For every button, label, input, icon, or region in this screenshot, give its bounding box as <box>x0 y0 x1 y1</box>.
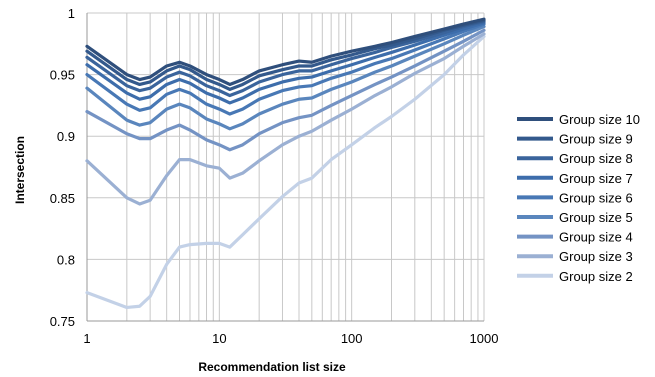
x-tick-label: 1000 <box>470 331 499 346</box>
legend-label: Group size 7 <box>559 171 633 186</box>
x-tick-label: 10 <box>212 331 226 346</box>
x-tick-labels: 1 10 100 1000 <box>83 331 498 346</box>
y-axis-title: Intersection <box>13 136 27 204</box>
series-line <box>85 32 486 206</box>
y-tick-label: 0.8 <box>57 252 75 267</box>
series-line <box>85 18 486 91</box>
series-line <box>85 24 486 131</box>
series-group <box>85 17 486 310</box>
y-tick-labels: 0.75 0.8 0.85 0.9 0.95 1 <box>50 6 75 329</box>
series-line <box>85 17 486 87</box>
legend-label: Group size 8 <box>559 151 633 166</box>
series-line <box>85 28 486 152</box>
legend: Group size 10 Group size 9 Group size 8 Gro… <box>517 112 640 284</box>
legend-label: Group size 4 <box>559 230 633 245</box>
grid <box>86 12 485 322</box>
legend-label: Group size 10 <box>559 112 640 127</box>
y-tick-label: 0.75 <box>50 314 75 329</box>
legend-label: Group size 3 <box>559 249 633 264</box>
x-tick-label: 100 <box>341 331 363 346</box>
legend-label: Group size 5 <box>559 210 633 225</box>
legend-label: Group size 9 <box>559 132 633 147</box>
legend-label: Group size 2 <box>559 269 633 284</box>
legend-label: Group size 6 <box>559 190 633 205</box>
y-tick-label: 1 <box>68 6 75 21</box>
series-line <box>85 34 486 310</box>
y-tick-label: 0.9 <box>57 129 75 144</box>
x-tick-label: 1 <box>83 331 90 346</box>
y-tick-label: 0.85 <box>50 191 75 206</box>
series-line <box>85 22 486 116</box>
plot-frame <box>86 13 484 322</box>
x-axis-title: Recommendation list size <box>198 360 346 374</box>
y-tick-label: 0.95 <box>50 68 75 83</box>
series-line <box>85 21 486 105</box>
series-line <box>85 20 486 98</box>
